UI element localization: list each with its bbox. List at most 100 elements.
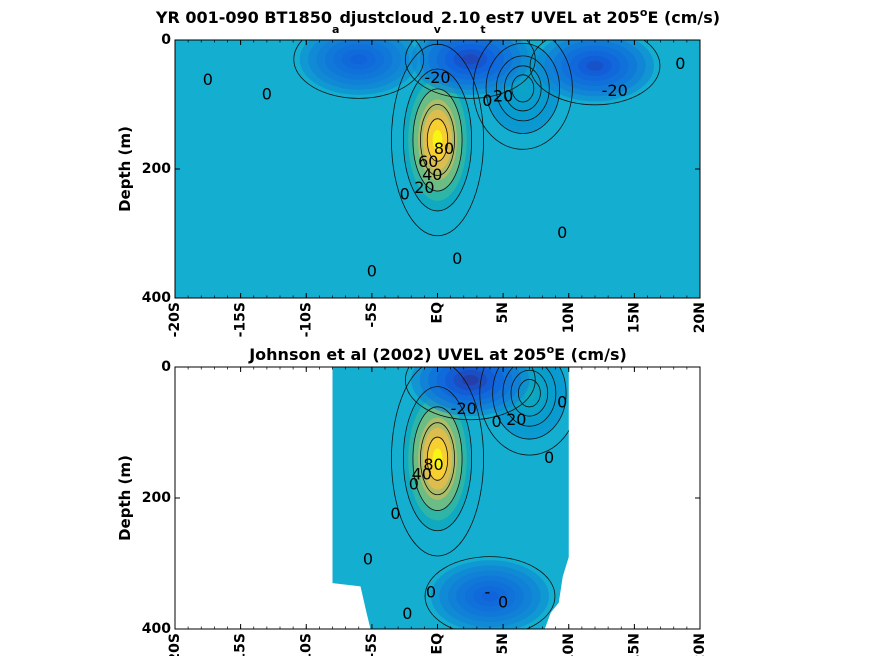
bottom-contour-label: -20	[451, 399, 477, 418]
bottom-velocity-field	[403, 367, 567, 629]
top-contour-label: 20	[493, 86, 513, 105]
bottom-contour-1-0	[479, 367, 569, 456]
top-contour-label: 80	[434, 139, 454, 158]
top-ylabel: Depth (m)	[116, 126, 134, 212]
top-field-max-1-level-6	[517, 81, 529, 95]
bottom-y-tick-label: 400	[142, 621, 171, 637]
bottom-contour-label: 0	[491, 412, 501, 431]
top-contour-label: -20	[602, 81, 628, 100]
bottom-contour-label: -	[484, 582, 490, 601]
bottom-contour-label: 0	[402, 604, 412, 623]
top-x-tick-label: 20N	[692, 302, 708, 333]
top-x-tick-label: -20S	[167, 302, 183, 337]
bottom-contour-1-2	[502, 367, 557, 427]
top-x-tick-label: -15S	[233, 302, 249, 337]
top-x-tick-label: -10S	[298, 302, 314, 337]
bottom-contour-label: 0	[409, 474, 419, 493]
bottom-contour-label: 20	[506, 410, 526, 429]
top-field-max-0-level-6	[432, 129, 443, 151]
top-x-ticks: -20S -15S -10S -5S EQ 5N 10N 15N 20N	[167, 40, 708, 337]
bottom-x-tick-label: -10S	[298, 633, 314, 656]
top-y-tick-label: 200	[142, 161, 171, 177]
bottom-contour-label: 80	[423, 455, 443, 474]
bottom-ylabel: Depth (m)	[116, 455, 134, 541]
bottom-contour-label: 0	[426, 582, 436, 601]
top-contour-3-0	[529, 40, 661, 106]
bottom-contour-label: 40	[412, 465, 432, 484]
top-x-tick-label: -5S	[364, 302, 380, 328]
top-contour-label: 0	[675, 54, 685, 73]
top-contour-1-3	[504, 65, 542, 112]
top-contour-label: 0	[203, 70, 213, 89]
top-contour-4-0	[293, 40, 425, 99]
bottom-x-ticks: -20S -15S -10S -5S EQ 5N 10N 15N 20N	[167, 367, 708, 656]
bottom-panel: Johnson et al (2002) UVEL at 205oE (cm/s…	[116, 343, 708, 656]
bottom-contour-0-2	[412, 406, 463, 511]
top-contour-1-4	[511, 74, 535, 103]
top-contour-label: -20	[424, 68, 450, 87]
bottom-field-max-0-level-6	[432, 448, 443, 469]
bottom-x-tick-label: 15N	[626, 633, 642, 656]
bottom-x-tick-label: -5S	[364, 633, 380, 656]
top-panel: YR 001-090 BT1850adjustcloudv2.10test7 U…	[116, 6, 720, 337]
top-x-tick-label: EQ	[430, 302, 446, 324]
top-heatmap	[175, 40, 700, 298]
bottom-contour-label: 0	[363, 550, 373, 569]
bottom-contour-0-1	[402, 386, 473, 532]
top-field-min-3-level-6	[586, 60, 604, 71]
bottom-x-tick-label: -15S	[233, 633, 249, 656]
bottom-heatmap	[175, 367, 700, 629]
bottom-x-tick-label: 20N	[692, 633, 708, 656]
top-contour-1-2	[495, 55, 550, 122]
top-x-tick-label: 15N	[626, 302, 642, 333]
top-contour-0-1	[402, 68, 473, 212]
top-field-min-2-level-6	[461, 54, 479, 65]
bottom-contour-3-0	[424, 556, 556, 629]
bottom-contour-1-1	[492, 367, 567, 440]
bottom-contour-1-4	[517, 379, 541, 408]
top-contour-label: 0	[262, 84, 272, 103]
top-x-tick-label: 5N	[495, 302, 511, 323]
bottom-y-tick-label: 200	[142, 490, 171, 506]
top-title: YR 001-090 BT1850adjustcloudv2.10test7 U…	[155, 6, 720, 36]
bottom-contour-1-3	[510, 369, 549, 417]
bottom-y-tick-label: 0	[161, 359, 171, 375]
top-contour-lines	[293, 40, 661, 237]
top-contour-1-1	[485, 42, 560, 134]
bottom-contour-0-4	[426, 436, 449, 481]
bottom-contour-2-0	[404, 367, 536, 421]
top-contour-label: 20	[414, 178, 434, 197]
bottom-contour-label: 0	[390, 504, 400, 523]
bottom-x-tick-label: 10N	[561, 633, 577, 656]
bottom-x-tick-label: EQ	[430, 633, 446, 655]
top-y-tick-label: 0	[161, 32, 171, 48]
bottom-contour-label: 0	[557, 393, 567, 412]
bottom-field-min-3-level-6	[481, 591, 499, 602]
top-contour-label: 0	[482, 91, 492, 110]
bottom-contour-0-3	[420, 422, 455, 496]
bottom-contour-lines	[391, 367, 569, 629]
top-contour-label: 40	[422, 165, 442, 184]
top-contour-label: 0	[400, 184, 410, 203]
bottom-contour-label: 0	[544, 448, 554, 467]
bottom-contour-0-0	[391, 367, 484, 557]
top-contour-1-0	[472, 40, 573, 150]
top-contour-0-4	[426, 118, 449, 162]
top-contour-0-2	[412, 88, 463, 192]
bottom-x-tick-label: 5N	[495, 633, 511, 654]
bottom-title: Johnson et al (2002) UVEL at 205oE (cm/s…	[248, 343, 627, 364]
top-contour-label: 0	[452, 249, 462, 268]
top-y-tick-label: 400	[142, 290, 171, 306]
top-contour-label: 0	[367, 262, 377, 281]
top-field-min-4-level-6	[350, 54, 368, 65]
top-contour-2-0	[404, 40, 536, 99]
top-contour-label: 0	[557, 223, 567, 242]
bottom-contour-label: 0	[498, 592, 508, 611]
top-x-tick-label: 10N	[561, 302, 577, 333]
top-contour-label: 60	[418, 152, 438, 171]
top-contour-0-3	[420, 104, 455, 176]
